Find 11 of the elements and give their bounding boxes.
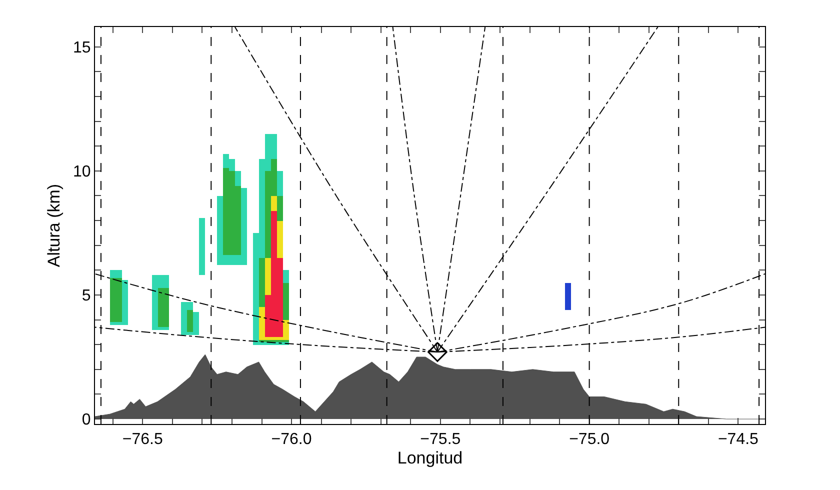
x-tick-label: −75.0 [569, 431, 610, 448]
x-tick-label: −76.5 [122, 431, 163, 448]
y-tick-label: 0 [82, 412, 91, 429]
x-tick-label: −74.5 [718, 431, 759, 448]
x-axis-title: Longitud [397, 448, 463, 468]
y-axis-title: Altura (km) [44, 184, 64, 268]
y-tick-label: 10 [73, 164, 91, 181]
y-tick-label: 5 [82, 288, 91, 305]
y-tick-label: 15 [73, 39, 91, 56]
x-tick-label: −76.0 [271, 431, 312, 448]
x-tick-label: −75.5 [420, 431, 461, 448]
